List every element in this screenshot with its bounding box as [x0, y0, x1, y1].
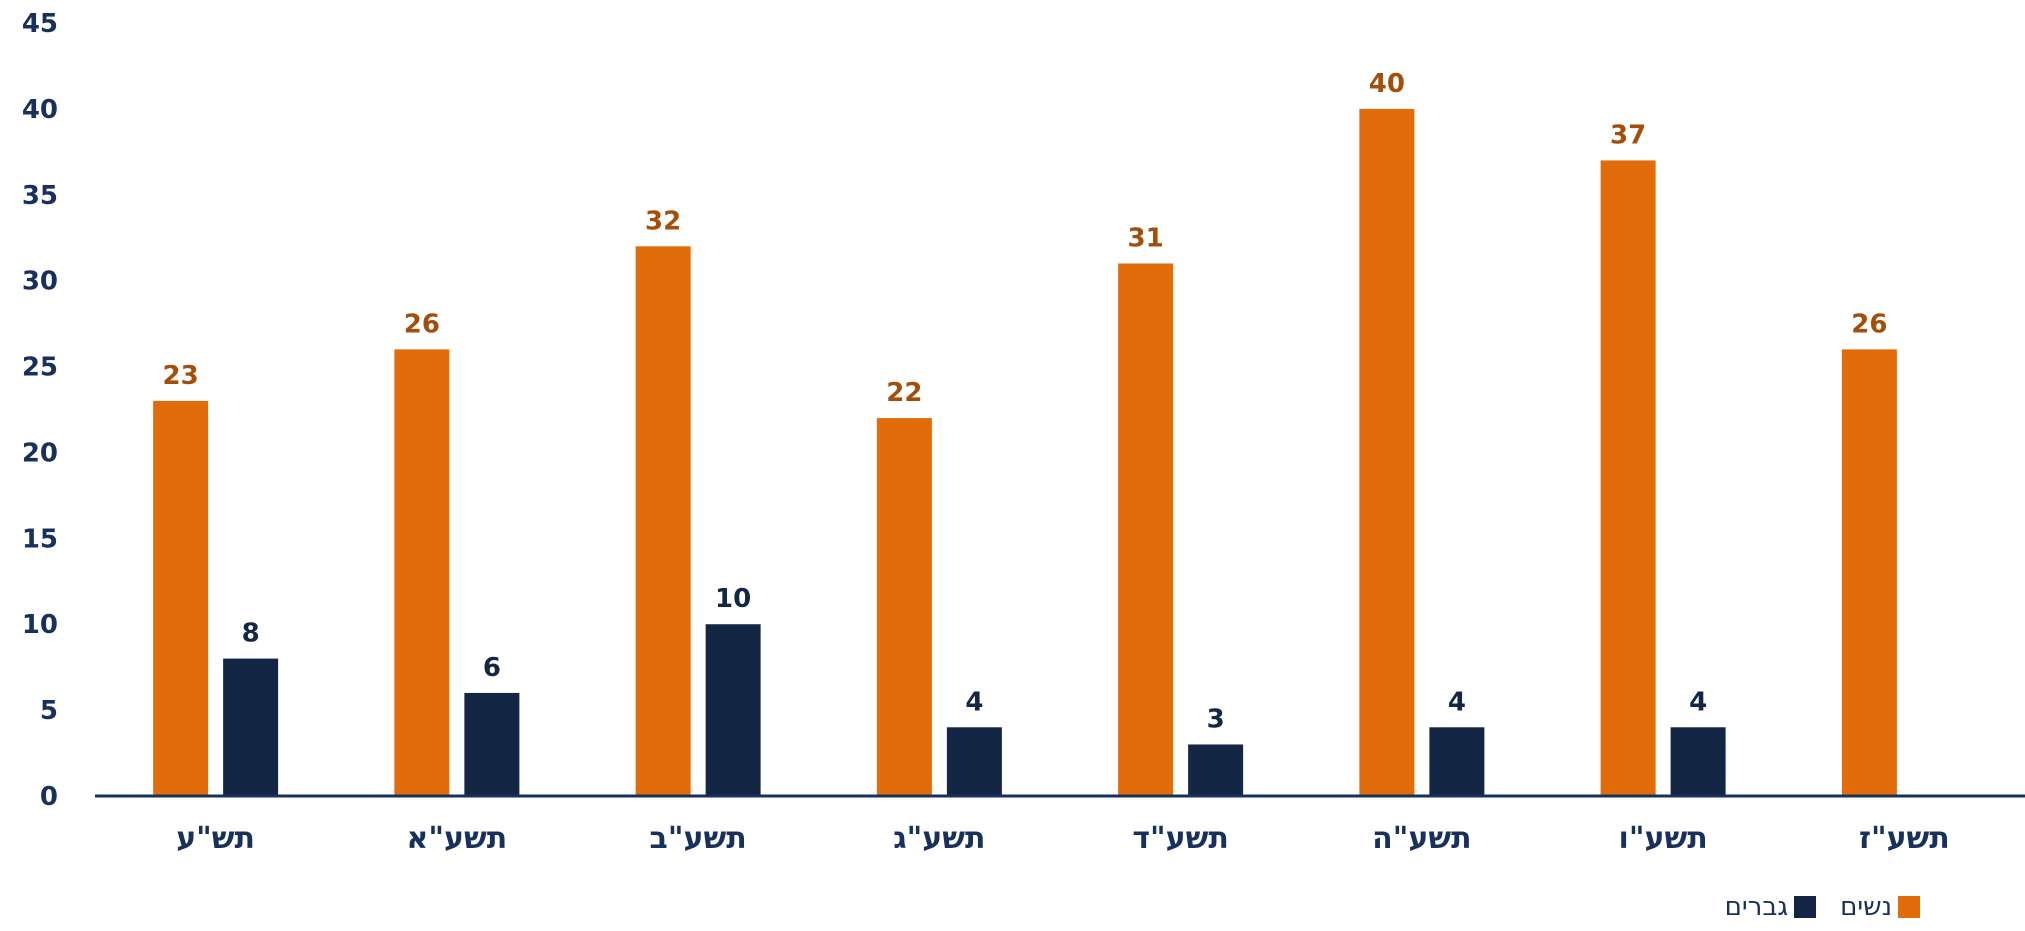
y-axis: 0 5 10 15 20 25 30 35 40 45: [22, 9, 58, 812]
bar: [635, 246, 691, 797]
x-tick-label: תש"ע: [176, 821, 255, 856]
bar: [394, 349, 450, 796]
bar-value-label: 26: [404, 309, 440, 339]
bar: [876, 418, 932, 796]
bar-value-label: 37: [1610, 120, 1646, 150]
x-tick-label: תשע"ו: [1619, 821, 1708, 856]
y-tick-label: 20: [22, 438, 58, 468]
bar: [1188, 744, 1244, 796]
y-tick-label: 40: [22, 95, 58, 125]
bar: [1670, 727, 1726, 796]
bar: [1429, 727, 1485, 796]
legend-swatch-women: [1898, 896, 1920, 918]
bar-value-label: 22: [886, 378, 922, 408]
bar-value-label: 26: [1851, 309, 1887, 339]
bar-value-label: 8: [242, 619, 260, 649]
x-tick-label: תשע"ב: [650, 821, 747, 856]
y-tick-label: 25: [22, 353, 58, 383]
value-labels: 23 8 26 6 32 10 22 4 31 3 40 4 37 4 26: [163, 69, 1888, 735]
y-tick-label: 35: [22, 181, 58, 211]
x-tick-label: תשע"ג: [893, 821, 985, 856]
legend-label-women: נשים: [1840, 892, 1892, 922]
bar-value-label: 6: [483, 653, 501, 683]
y-tick-label: 30: [22, 267, 58, 297]
x-tick-label: תשע"ז: [1859, 821, 1950, 856]
bar: [464, 692, 520, 796]
bar-value-label: 31: [1128, 223, 1164, 253]
bar: [153, 400, 209, 796]
bar-value-label: 10: [715, 584, 751, 614]
x-tick-label: תשע"ה: [1372, 821, 1471, 856]
legend-item-men: גברים: [1725, 892, 1817, 922]
bar: [1359, 108, 1415, 796]
y-tick-label: 45: [22, 9, 58, 39]
bar-value-label: 32: [645, 206, 681, 236]
bar: [1118, 263, 1174, 796]
bar: [223, 658, 279, 796]
bar: [946, 727, 1002, 796]
bar-value-label: 23: [163, 361, 199, 391]
y-tick-label: 0: [40, 782, 58, 812]
y-tick-label: 5: [40, 696, 58, 726]
bar: [705, 624, 761, 796]
legend-item-women: נשים: [1840, 892, 1920, 922]
bar: [1600, 160, 1656, 796]
bar-value-label: 40: [1369, 69, 1405, 99]
legend-label-men: גברים: [1724, 892, 1789, 922]
y-tick-label: 10: [22, 610, 58, 640]
bar-value-label: 3: [1207, 704, 1225, 734]
legend-swatch-men: [1794, 896, 1817, 918]
bar-value-label: 4: [1689, 687, 1707, 717]
x-tick-label: תשע"ד: [1132, 821, 1229, 856]
y-tick-label: 15: [22, 524, 58, 554]
bar-value-label: 4: [965, 687, 983, 717]
x-axis: תש"ע תשע"א תשע"ב תשע"ג תשע"ד תשע"ה תשע"ו תשע"ז: [95, 794, 2025, 856]
bars: [153, 108, 1897, 797]
bar-value-label: 4: [1448, 687, 1466, 717]
legend: נשים גברים: [1725, 892, 1920, 922]
x-tick-label: תשע"א: [407, 821, 508, 856]
bar: [1841, 349, 1897, 796]
